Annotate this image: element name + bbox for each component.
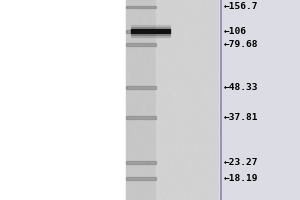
- Bar: [126, 43, 156, 46]
- Bar: [126, 177, 156, 180]
- Bar: [0, 0, 126, 200]
- Bar: [156, 0, 219, 200]
- Bar: [126, 6, 156, 8]
- Text: ←79.68: ←79.68: [224, 40, 258, 49]
- Bar: [130, 27, 170, 29]
- Bar: [126, 161, 156, 164]
- Bar: [126, 116, 156, 119]
- Text: ←23.27: ←23.27: [224, 158, 258, 167]
- Bar: [130, 29, 170, 33]
- Bar: [130, 35, 170, 37]
- Text: ←48.33: ←48.33: [224, 83, 258, 92]
- Bar: [126, 0, 156, 200]
- Text: ←18.19: ←18.19: [224, 174, 258, 183]
- Bar: [126, 86, 156, 89]
- Bar: [126, 30, 156, 33]
- Bar: [130, 25, 170, 27]
- Bar: [130, 33, 170, 35]
- Text: ←37.81: ←37.81: [224, 112, 258, 121]
- Text: ←106: ←106: [224, 26, 247, 36]
- Text: ←156.7: ←156.7: [224, 2, 258, 11]
- Bar: [219, 0, 300, 200]
